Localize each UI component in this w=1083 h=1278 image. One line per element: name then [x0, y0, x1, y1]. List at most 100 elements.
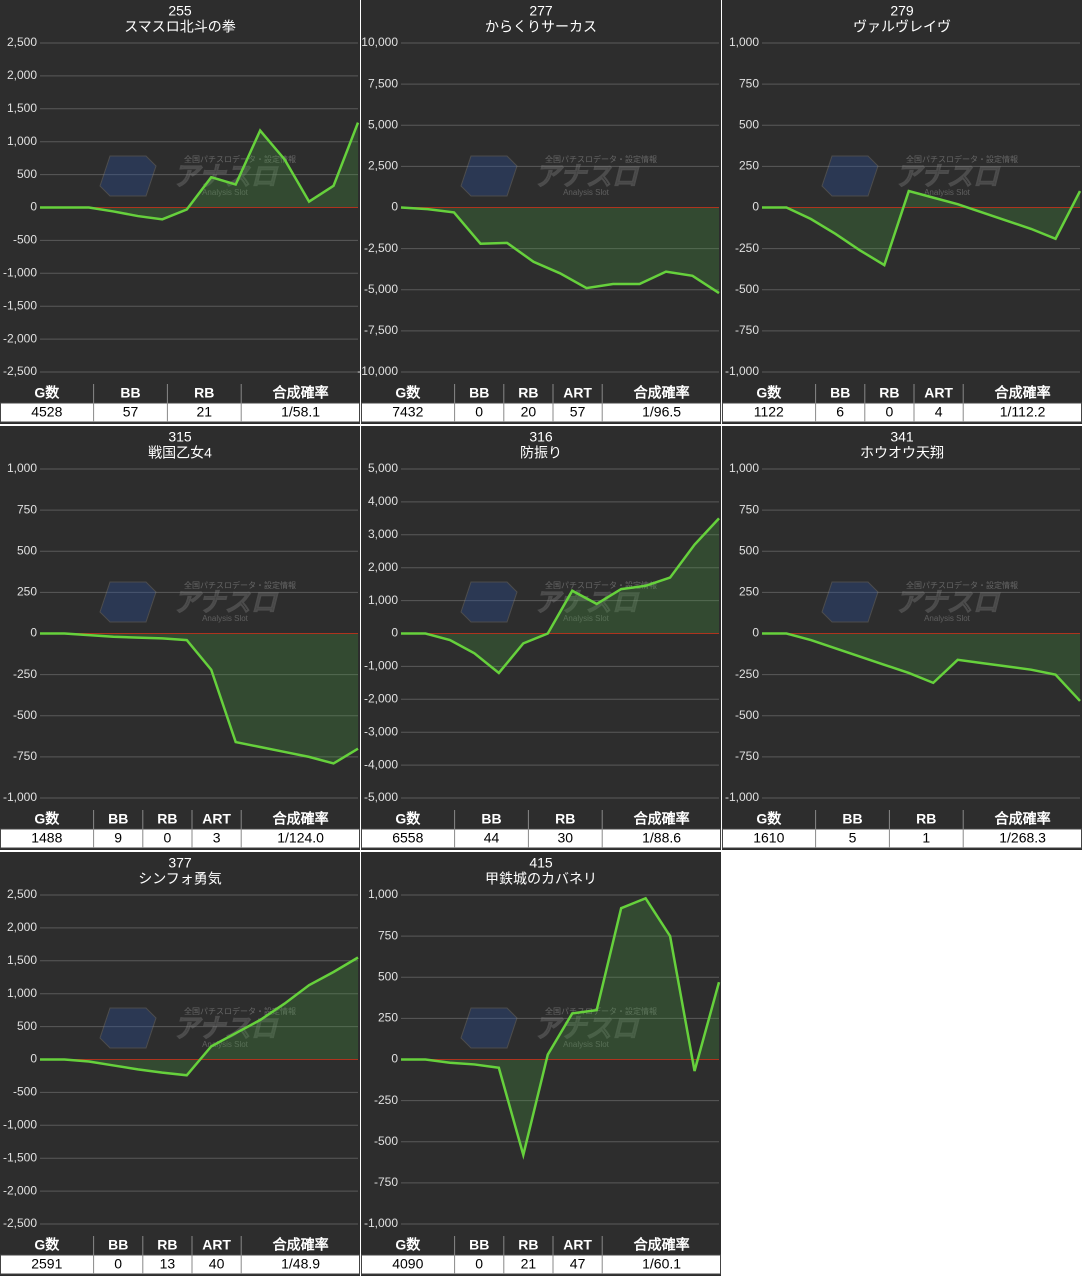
chart-subtitle: スマスロ北斗の拳	[124, 19, 236, 35]
table-header: 合成確率	[273, 385, 329, 401]
table-row-bg	[361, 1254, 721, 1275]
y-tick-label: -250	[735, 667, 759, 681]
watermark-sub: Analysis Slot	[924, 188, 971, 197]
chart-title: 341	[890, 429, 914, 445]
watermark-sub: Analysis Slot	[202, 614, 249, 623]
watermark-name: アナスロ	[895, 161, 1000, 191]
table-header: G数	[395, 385, 421, 401]
y-tick-label: 250	[739, 585, 759, 599]
table-header-bg	[361, 384, 721, 403]
area	[762, 191, 1080, 266]
y-tick-label: 0	[30, 626, 37, 640]
table-row-bg	[361, 402, 721, 423]
table-header: G数	[395, 1237, 421, 1253]
table-header: ART	[924, 385, 953, 401]
y-tick-label: -2,000	[3, 1183, 37, 1197]
table-header: RB	[157, 1237, 177, 1253]
y-tick-label: 0	[30, 200, 37, 214]
table-row-bg	[722, 828, 1082, 849]
table-header: BB	[830, 385, 850, 401]
line	[762, 632, 1081, 702]
table-header: BB	[469, 1237, 489, 1253]
table-cell: 21	[197, 404, 213, 420]
table-header: BB	[120, 385, 140, 401]
chart-subtitle: 甲鉄城のカバネリ	[485, 871, 597, 887]
y-tick-label: -250	[735, 241, 759, 255]
table-header: RB	[518, 1237, 538, 1253]
table-header: 合成確率	[634, 811, 690, 827]
y-tick-label: -500	[13, 233, 37, 247]
table-header: G数	[34, 385, 60, 401]
table-cell: 9	[114, 830, 122, 846]
area	[401, 518, 719, 673]
y-tick-label: -500	[735, 708, 759, 722]
y-tick-label: -1,000	[364, 659, 398, 673]
table-cell: 1488	[31, 830, 62, 846]
y-tick-label: -1,500	[3, 298, 37, 312]
table-header-bg	[0, 384, 360, 403]
table-header: 合成確率	[273, 1237, 329, 1253]
table-header: BB	[842, 811, 862, 827]
table-header: ART	[202, 811, 231, 827]
table-header: 合成確率	[995, 385, 1051, 401]
y-tick-label: -2,500	[364, 241, 398, 255]
table-header-bg	[0, 810, 360, 829]
table-cell: 4090	[392, 1256, 423, 1272]
y-tick-label: -750	[374, 1175, 398, 1189]
watermark-name: アナスロ	[534, 1013, 639, 1043]
y-tick-label: 250	[17, 585, 37, 599]
y-tick-label: -1,000	[3, 1117, 37, 1131]
y-tick-label: 500	[739, 543, 759, 557]
panel	[361, 0, 721, 424]
table-cell: 13	[160, 1256, 176, 1272]
y-tick-label: -3,000	[364, 724, 398, 738]
y-tick-label: 0	[752, 200, 759, 214]
y-tick-label: -7,500	[364, 323, 398, 337]
y-tick-label: 1,000	[7, 134, 37, 148]
table-cell: 57	[123, 404, 139, 420]
watermark-tagline: 全国パチスロデータ・設定情報	[545, 154, 657, 164]
table-cell: 4528	[31, 404, 62, 420]
table-header: ART	[563, 385, 592, 401]
y-tick-label: -1,000	[3, 265, 37, 279]
watermark-name: アナスロ	[534, 587, 639, 617]
y-tick-label: 500	[378, 969, 398, 983]
area	[401, 207, 719, 294]
y-tick-label: -1,500	[3, 1150, 37, 1164]
table-cell: 6558	[392, 830, 423, 846]
watermark-sub: Analysis Slot	[202, 188, 249, 197]
y-tick-label: 750	[378, 928, 398, 942]
table-header: BB	[469, 385, 489, 401]
table-header-bg	[361, 1236, 721, 1255]
y-tick-label: -5,000	[364, 790, 398, 804]
watermark-sub: Analysis Slot	[924, 614, 971, 623]
y-tick-label: 1,500	[7, 101, 37, 115]
table-header: 合成確率	[634, 385, 690, 401]
watermark-icon	[99, 155, 157, 197]
table-cell: 0	[475, 1256, 483, 1272]
table-header: BB	[108, 1237, 128, 1253]
line	[400, 206, 720, 295]
table-cell: 30	[558, 830, 574, 846]
table-row-bg	[0, 1254, 360, 1275]
y-tick-label: -2,500	[3, 1216, 37, 1230]
table-header: RB	[879, 385, 899, 401]
y-tick-label: 1,000	[368, 593, 398, 607]
table-cell: 1/124.0	[277, 830, 324, 846]
table-header: RB	[555, 811, 575, 827]
table-cell: 3	[213, 830, 221, 846]
y-tick-label: 750	[739, 76, 759, 90]
table-cell: 0	[886, 404, 894, 420]
y-tick-label: 4,000	[368, 494, 398, 508]
y-tick-label: -250	[374, 1093, 398, 1107]
table-cell: 4	[935, 404, 943, 420]
y-tick-label: 1,000	[7, 986, 37, 1000]
y-tick-label: 1,000	[368, 887, 398, 901]
y-tick-label: 1,500	[7, 953, 37, 967]
y-tick-label: 1,000	[7, 461, 37, 475]
chart-subtitle: 戦国乙女4	[148, 445, 212, 461]
y-tick-label: 250	[378, 1011, 398, 1025]
